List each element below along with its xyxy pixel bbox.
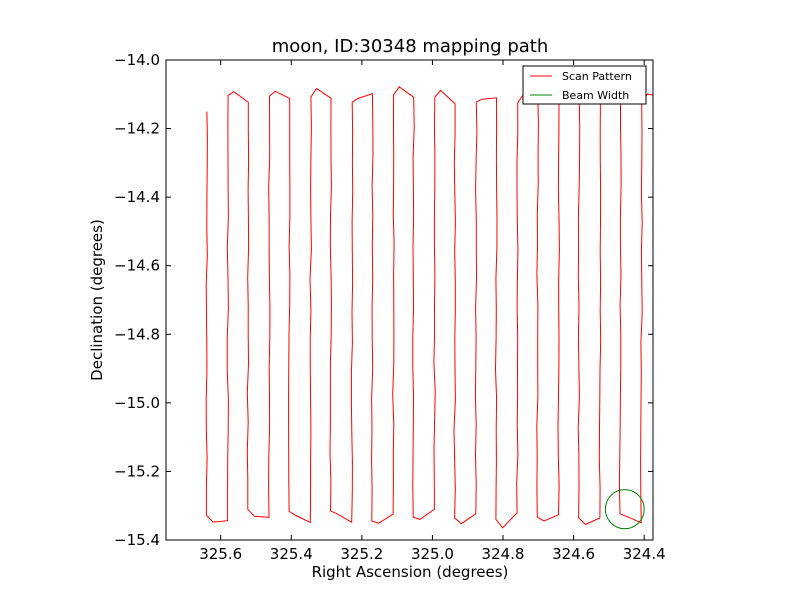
x-tick-label: 325.2 — [340, 545, 383, 563]
y-axis-label: Declination (degrees) — [88, 219, 106, 381]
y-tick-label: −15.4 — [114, 531, 160, 549]
y-tick-label: −15.0 — [114, 394, 160, 412]
plot-frame — [165, 59, 654, 541]
beam-width-circle — [604, 489, 645, 530]
legend-scan-label: Scan Pattern — [562, 70, 632, 83]
y-tick-label: −14.4 — [114, 188, 160, 206]
x-tick-label: 325.4 — [270, 545, 313, 563]
y-tick-label: −14.8 — [114, 325, 160, 343]
x-tick-label: 324.6 — [552, 545, 595, 563]
legend: Scan Pattern Beam Width — [522, 65, 647, 105]
y-tick-label: −14.0 — [114, 51, 160, 69]
x-axis-label: Right Ascension (degrees) — [312, 563, 509, 581]
y-tick-label: −15.2 — [114, 462, 160, 480]
x-tick-label: 324.4 — [623, 545, 666, 563]
chart-title: moon, ID:30348 mapping path — [272, 36, 549, 57]
x-tick-label: 325.6 — [199, 545, 242, 563]
axes-ticks: 325.6 325.4 325.2 325.0 324.8 324.6 324.4 −14.0… — [114, 51, 666, 563]
legend-box — [522, 65, 647, 105]
y-tick-label: −14.6 — [114, 257, 160, 275]
legend-beam-label: Beam Width — [562, 89, 629, 102]
x-tick-label: 324.8 — [482, 545, 525, 563]
y-tick-label: −14.2 — [114, 120, 160, 138]
x-tick-label: 325.0 — [411, 545, 454, 563]
